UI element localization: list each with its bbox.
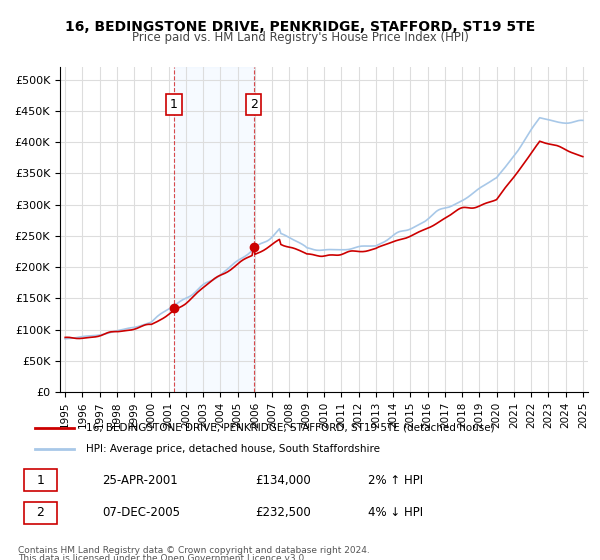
FancyBboxPatch shape	[23, 469, 58, 491]
FancyBboxPatch shape	[23, 502, 58, 524]
Text: 1: 1	[170, 98, 178, 111]
Text: 2: 2	[250, 98, 258, 111]
Text: Price paid vs. HM Land Registry's House Price Index (HPI): Price paid vs. HM Land Registry's House …	[131, 31, 469, 44]
Text: Contains HM Land Registry data © Crown copyright and database right 2024.: Contains HM Land Registry data © Crown c…	[18, 546, 370, 555]
Text: 07-DEC-2005: 07-DEC-2005	[103, 506, 181, 520]
Text: £134,000: £134,000	[255, 474, 311, 487]
Bar	[174, 67, 254, 392]
Text: This data is licensed under the Open Government Licence v3.0.: This data is licensed under the Open Gov…	[18, 554, 307, 560]
Text: HPI: Average price, detached house, South Staffordshire: HPI: Average price, detached house, Sout…	[86, 444, 380, 454]
Text: 1: 1	[37, 474, 44, 487]
Text: 2% ↑ HPI: 2% ↑ HPI	[368, 474, 423, 487]
Text: 2: 2	[37, 506, 44, 520]
Text: 16, BEDINGSTONE DRIVE, PENKRIDGE, STAFFORD, ST19 5TE: 16, BEDINGSTONE DRIVE, PENKRIDGE, STAFFO…	[65, 20, 535, 34]
Text: £232,500: £232,500	[255, 506, 311, 520]
Text: 16, BEDINGSTONE DRIVE, PENKRIDGE, STAFFORD, ST19 5TE (detached house): 16, BEDINGSTONE DRIVE, PENKRIDGE, STAFFO…	[86, 423, 494, 433]
Text: 4% ↓ HPI: 4% ↓ HPI	[368, 506, 423, 520]
Text: 25-APR-2001: 25-APR-2001	[103, 474, 178, 487]
